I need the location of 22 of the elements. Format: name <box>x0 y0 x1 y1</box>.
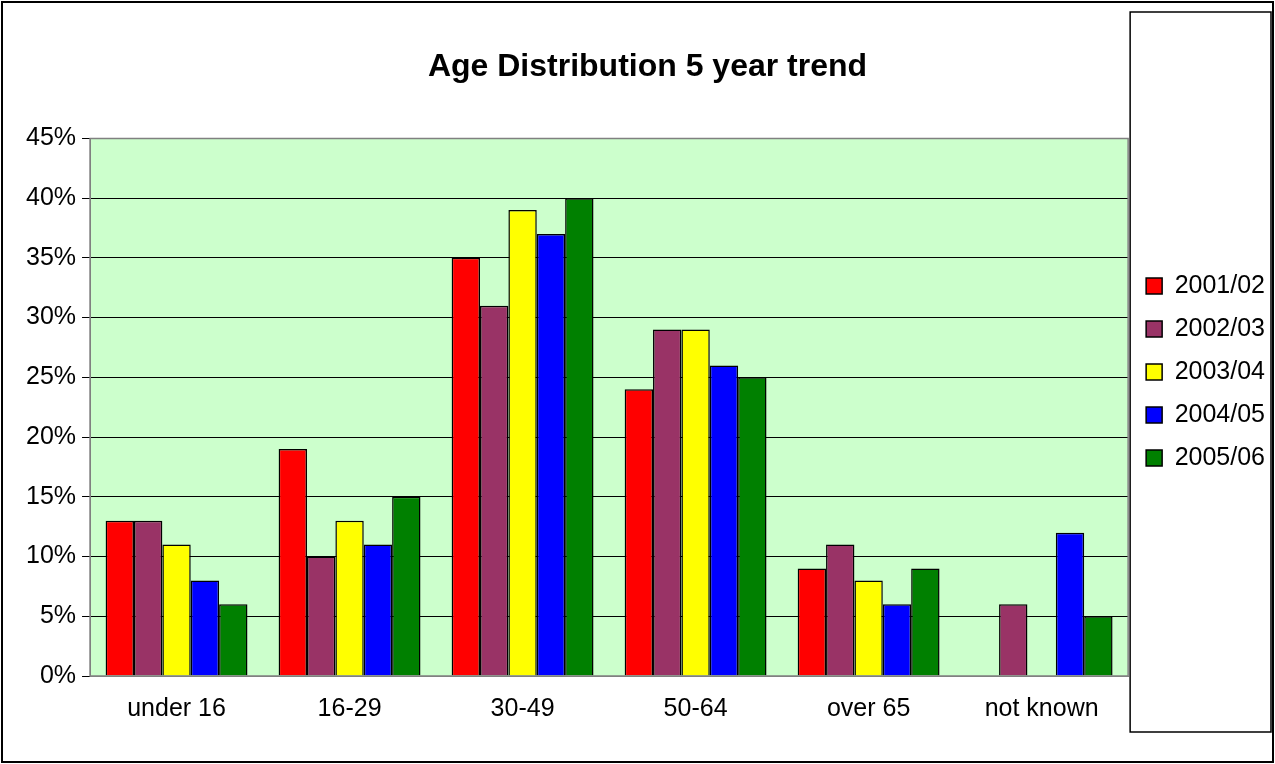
x-tick-label: under 16 <box>127 692 226 721</box>
y-tick-label: 15% <box>25 480 77 509</box>
legend-label: 2005/06 <box>1174 441 1266 470</box>
chart-title: Age Distribution 5 year trend <box>427 47 868 84</box>
legend-label: 2003/04 <box>1174 355 1266 384</box>
y-tick-label: 5% <box>39 600 77 629</box>
x-tick-label: 16-29 <box>317 692 382 721</box>
y-tick-label: 25% <box>25 361 77 390</box>
y-tick-label: 40% <box>25 182 77 211</box>
y-tick-label: 35% <box>25 241 77 270</box>
y-tick-label: 0% <box>39 659 77 688</box>
x-tick-label: not known <box>984 692 1099 721</box>
y-tick-label: 20% <box>25 420 77 449</box>
y-tick-label: 45% <box>25 122 77 151</box>
x-tick-label: over 65 <box>826 692 911 721</box>
legend-label: 2002/03 <box>1174 312 1266 341</box>
x-tick-label: 30-49 <box>490 692 555 721</box>
legend-label: 2004/05 <box>1174 398 1266 427</box>
y-tick-label: 30% <box>25 301 77 330</box>
x-tick-label: 50-64 <box>663 692 728 721</box>
legend-label: 2001/02 <box>1174 269 1266 298</box>
y-tick-label: 10% <box>25 540 77 569</box>
